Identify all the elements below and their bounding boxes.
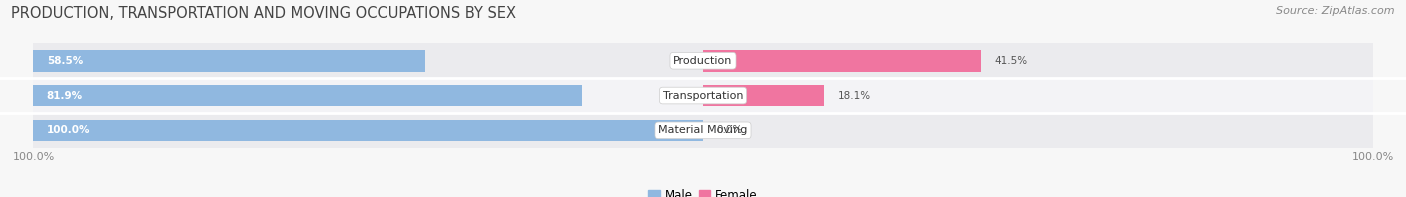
Text: Material Moving: Material Moving [658,125,748,135]
Text: 41.5%: 41.5% [994,56,1028,66]
Text: 18.1%: 18.1% [838,91,870,100]
Bar [34,43,1372,78]
Bar [34,78,1372,113]
Bar [34,113,1372,148]
Legend: Male, Female: Male, Female [644,184,762,197]
Bar [34,50,425,72]
Text: 100.0%: 100.0% [46,125,90,135]
Bar [703,85,824,106]
Text: Production: Production [673,56,733,66]
Bar [34,85,582,106]
Text: 0.0%: 0.0% [717,125,742,135]
Bar [703,50,981,72]
Text: 81.9%: 81.9% [46,91,83,100]
Text: Transportation: Transportation [662,91,744,100]
Text: 58.5%: 58.5% [46,56,83,66]
Text: Source: ZipAtlas.com: Source: ZipAtlas.com [1277,6,1395,16]
Text: PRODUCTION, TRANSPORTATION AND MOVING OCCUPATIONS BY SEX: PRODUCTION, TRANSPORTATION AND MOVING OC… [11,6,516,21]
Bar [34,120,703,141]
